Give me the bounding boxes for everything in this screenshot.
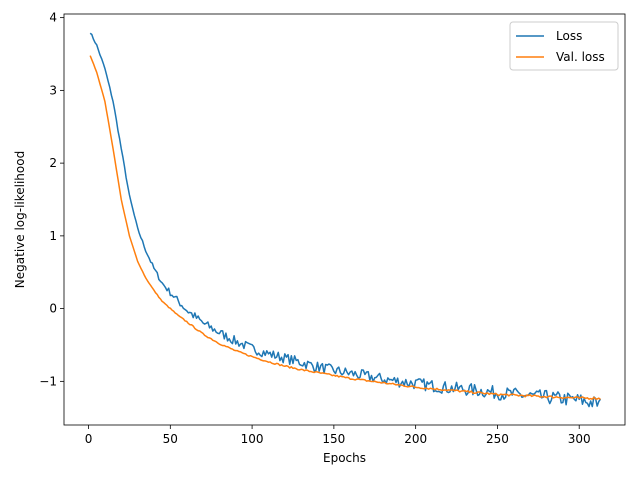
x-axis-ticks: 0 50 100 150 200 250 300	[85, 425, 591, 446]
y-tick-label: 2	[49, 156, 57, 170]
x-tick-label: 200	[404, 432, 427, 446]
legend: Loss Val. loss	[509, 21, 619, 71]
axes-frame	[63, 13, 626, 426]
legend-box	[509, 21, 619, 71]
y-tick-label: 1	[49, 229, 57, 243]
y-tick-label: 4	[49, 11, 57, 25]
series-line-val-loss	[89, 55, 601, 401]
x-tick-label: 150	[322, 432, 345, 446]
y-axis-ticks: −1 0 1 2 3 4	[39, 11, 64, 388]
y-axis-label: Negative log-likelihood	[13, 151, 27, 288]
x-axis-label: Epochs	[323, 451, 366, 465]
legend-label: Val. loss	[556, 50, 605, 64]
x-tick-label: 250	[486, 432, 509, 446]
series-layer	[89, 32, 602, 408]
plot-area: 0 50 100 150 200 250 300 −1 0 1 2 3 4	[39, 11, 626, 446]
x-tick-label: 100	[241, 432, 264, 446]
legend-label: Loss	[556, 29, 582, 43]
y-tick-label: −1	[39, 374, 57, 388]
y-tick-label: 3	[49, 83, 57, 97]
x-tick-label: 0	[85, 432, 93, 446]
x-tick-label: 300	[568, 432, 591, 446]
y-tick-label: 0	[49, 302, 57, 316]
series-line-loss	[89, 32, 602, 408]
x-tick-label: 50	[163, 432, 178, 446]
